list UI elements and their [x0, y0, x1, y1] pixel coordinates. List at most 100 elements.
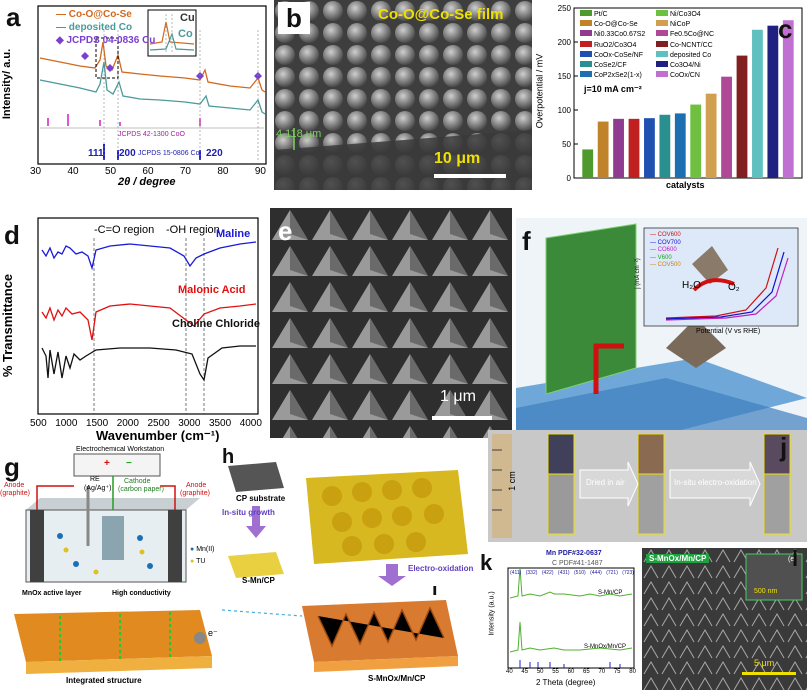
legend-row: Co-NCNT/CC	[656, 40, 714, 51]
plus-sign: +	[104, 458, 110, 469]
bar-ruo2-co3o4	[628, 118, 640, 178]
anode-left-sub-label: (graphite)	[0, 490, 30, 497]
panel-e-letter: e	[278, 216, 293, 246]
panel-j: j 1 cm Dried in air In-situ electro-oxid…	[488, 430, 807, 542]
panel-d: d -C=O region -OH region Maline Malonic …	[0, 208, 262, 442]
panel-c: 0 50 100 150 200 250 c Pt/C Co-O@Co-Se Ni0.33…	[534, 0, 807, 196]
cathode-sub-label: (carbon paper)	[118, 486, 164, 493]
legend-row: — CO600	[650, 247, 677, 253]
workstation-label: Electrochemical Workstation	[76, 446, 165, 453]
trace-s-mnox-mn-cp	[509, 621, 633, 653]
overpotential-bar-chart: 0 50 100 150 200 250	[558, 4, 803, 183]
panel-c-letter: c	[778, 14, 793, 44]
integrated-structure-label: Integrated structure	[66, 676, 142, 685]
bar-ni0-33co0-67s2	[613, 118, 624, 178]
panel-b-scale-label: 10 μm	[434, 150, 481, 167]
legend-row: Co3O4/Ni	[656, 61, 714, 71]
bar-pt-c	[582, 149, 594, 178]
bar-deposited-co	[752, 29, 763, 179]
bar-ni-co3o4	[690, 104, 702, 178]
panel-i-label: S-MnOx/Mn/CP	[368, 674, 426, 683]
panel-g: g Electrochemical Workstation + − RE (Ag…	[0, 446, 222, 586]
peak-label-111: 111	[88, 148, 104, 159]
panel-h-letter: h	[222, 446, 235, 468]
bar-fe0-5co-nc	[721, 76, 732, 178]
electro-oxidation-step-label: In-situ electro-oxidation	[674, 478, 757, 487]
panel-e: e 1 μm	[270, 208, 512, 438]
trace-co-o-co-se	[39, 41, 266, 93]
panel-d-ylabel: % Transmittance	[0, 273, 16, 378]
trace-2-label: S-MnOx/Mn/CP	[584, 644, 627, 650]
panel-b: b Co-O@Co-Se film 4.118 μm 10 μm	[274, 0, 532, 190]
panel-a-ylabel: Intensity/ a.u.	[1, 48, 14, 120]
panel-f: f — COV600 — COV700 — CO600 — V600 — COV…	[516, 218, 807, 444]
legend-row: Fe0.5Co@NC	[656, 30, 714, 40]
electron-label: e⁻	[208, 628, 218, 638]
panel-c-legend-right: Ni/Co3O4 NiCoP Fe0.5Co@NC Co-NCNT/CC dep…	[656, 10, 714, 81]
panel-i: i S-MnOx/Mn/CP	[222, 586, 476, 690]
legend-row: RuO2/Co3O4	[580, 40, 645, 51]
y-tick-label: 150	[558, 72, 572, 81]
bar-nicop	[705, 93, 717, 178]
panel-f-legend: — COV600 — COV700 — CO600 — V600 — COV50…	[650, 232, 681, 270]
bar-cop2xse2-1-x-	[674, 113, 686, 178]
panel-c-legend-left: Pt/C Co-O@Co-Se Ni0.33Co0.67S2 RuO2/Co3O…	[580, 10, 645, 81]
film-thickness-label: 4.118 μm	[276, 128, 322, 140]
legend-row: — COV700	[650, 239, 681, 246]
legend-row: Pt/C	[580, 10, 645, 20]
integrated-structure-diagram	[14, 610, 212, 674]
panel-l-scalebar	[742, 672, 796, 675]
panel-c-xlabel: catalysts	[666, 180, 705, 190]
bar-coox-cn	[782, 20, 794, 178]
re-label: RE	[90, 476, 100, 483]
legend-item-purple: ◆ JCPDS 04-0836 Cu	[56, 35, 156, 46]
panel-k-xlabel: 2 Theta (degree)	[536, 678, 596, 687]
panel-a-xlabel: 2θ / degree	[118, 176, 176, 188]
legend-row: — COV600	[650, 232, 681, 238]
legend-item-teal: — deposited Co	[56, 22, 133, 33]
panel-f-xlabel: Potential (V vs RHE)	[696, 328, 761, 335]
ref-label-coo: JCPDS 42-1300 CoO	[118, 131, 185, 138]
panel-k: k Mn PDF#32-0637 C PDF#41-1487 S-Mn/CP S…	[480, 548, 640, 690]
in-situ-growth-label: In-situ growth	[222, 508, 275, 517]
panel-l-letter: l	[792, 548, 799, 571]
anode-right-sub-label: (graphite)	[180, 490, 210, 497]
mn-pdf-label: Mn PDF#32-0637	[546, 550, 602, 557]
panel-d-plot	[37, 217, 259, 415]
peak-label-220: 220	[206, 148, 223, 159]
legend-row: — COV500	[650, 262, 681, 268]
choline-chloride-spectrum	[41, 345, 256, 382]
cp-substrate-label: CP substrate	[236, 494, 286, 503]
panel-e-scale-label: 1 μm	[440, 388, 476, 405]
re-sub-label: (Ag/Ag⁺)	[84, 485, 112, 492]
panel-c-ylabel: Overpotential / mV	[534, 53, 545, 129]
panel-j-letter: j	[780, 432, 788, 462]
anode-right-label: Anode	[186, 482, 207, 489]
inset-co-label: Co	[178, 28, 193, 40]
panel-j-photo	[492, 433, 791, 538]
panel-a: Cu Co a — Co-O@Co-Se — deposited Co ◆ JC…	[0, 0, 270, 190]
c-pdf-label: C PDF#41-1487	[552, 560, 603, 567]
cathode-label: Cathode	[124, 478, 151, 485]
legend-row: — V600	[650, 254, 672, 261]
legend-row: CoP2xSe2(1-x)	[580, 71, 645, 81]
current-density-annotation: j=10 mA cm⁻²	[584, 84, 642, 94]
maline-label: Maline	[216, 228, 251, 240]
high-conductivity-label: High conductivity	[112, 590, 171, 597]
panel-b-letter: b	[278, 2, 310, 34]
co-region-label: -C=O region	[94, 224, 155, 236]
integrated-structure: MnOx active layer High conductivity e⁻ I…	[0, 586, 222, 690]
panel-l-inset-label: (e)	[788, 556, 797, 563]
panel-b-scalebar	[434, 174, 506, 178]
panel-a-xticks: 30 40 50 60 70 80 90	[30, 166, 266, 177]
panel-e-scalebar	[432, 416, 492, 420]
ref-label-co: JCPDS 15-0806 Co	[138, 150, 200, 157]
panel-l-sem-image	[642, 548, 807, 690]
y-tick-label: 200	[558, 38, 572, 47]
panel-h-diagram	[228, 462, 468, 586]
panel-f-schematic	[516, 223, 807, 444]
legend-item-orange: — Co-O@Co-Se	[56, 9, 132, 20]
legend-row: Ni/Co3O4	[656, 10, 714, 20]
legend-row: NiCoP	[656, 20, 714, 30]
peak-label-200: 200	[119, 148, 136, 159]
